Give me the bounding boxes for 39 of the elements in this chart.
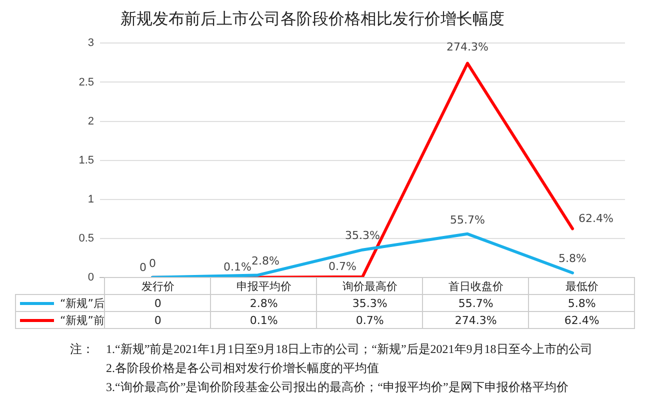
x-tick-label: 申报平均价 [210,278,317,294]
x-tick-label: 首日收盘价 [422,278,529,294]
text: 注： [70,341,94,358]
text: 3.“询价最高价”是询价阶段基金公司报出的最高价；“申报平均价”是网下申报价格平均价 [106,379,570,396]
y-tick-label: 2.5 [78,76,94,88]
text: 5.8% [558,252,586,266]
legend-label: “新规”前 [16,312,105,328]
x-tick-label: 最低价 [528,278,635,294]
y-tick-label: 1.5 [78,154,94,166]
data-label: 62.4% [528,312,635,328]
data-label: 2.8% [210,294,317,312]
y-tick-label: 2 [88,115,94,128]
text: 0.1% [224,260,252,274]
text: 2.8% [252,254,280,268]
text: 0 [149,256,156,270]
text: 55.7% [450,213,485,226]
y-tick-label: 3 [88,37,94,50]
data-label: 5.8% [528,294,635,312]
y-tick-label: 1 [88,193,94,206]
text: 62.4% [578,212,614,226]
x-tick-label: 发行价 [104,278,211,294]
data-label: 0.1% [210,312,317,328]
x-tick-label: 询价最高价 [316,278,423,294]
legend-label: “新规”后 [16,294,105,312]
y-tick-label: 0 [88,271,94,284]
text: 2.各阶段价格是各公司相对发行价增长幅度的平均值 [106,360,380,377]
text: 35.3% [345,229,380,242]
data-label: 35.3% [316,294,423,312]
data-label: 0 [104,294,211,312]
text: 0.7% [328,260,356,274]
chart-title: 新规发布前后上市公司各阶段价格相比发行价增长幅度 [120,10,504,28]
text: 274.3% [446,40,488,54]
text: 1.“新规”前是2021年1月1日至9月18日上市的公司；“新规”后是2021年9月18日至今上市的公司 [106,341,592,358]
y-tick-label: 0.5 [78,232,94,244]
data-label: 0.7% [316,312,423,328]
data-label: 0 [104,312,211,328]
data-label: 55.7% [422,294,529,312]
text: 0 [140,260,146,274]
data-label: 274.3% [422,312,529,328]
